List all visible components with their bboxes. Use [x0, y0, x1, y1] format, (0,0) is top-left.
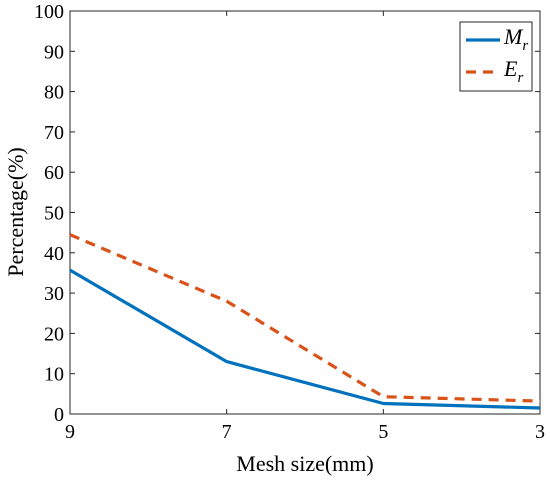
legend: Mr Er	[459, 21, 533, 92]
y-tick-label: 20	[44, 323, 64, 345]
y-axis: 0 10 20 30 40 50 60 70 80 90 100	[34, 1, 540, 426]
y-tick-label: 60	[44, 162, 64, 184]
y-tick-label: 10	[44, 364, 64, 386]
y-tick-label: 70	[44, 122, 64, 144]
y-tick-label: 100	[34, 1, 64, 23]
legend-label-mr: Mr	[503, 24, 528, 54]
series-line-er	[69, 233, 541, 403]
y-tick-label: 40	[44, 243, 64, 265]
y-tick-label: 30	[44, 283, 64, 305]
y-axis-title: Percentage(%)	[3, 147, 28, 276]
x-tick-label: 5	[378, 421, 388, 443]
x-axis-title: Mesh size(mm)	[236, 451, 373, 476]
y-tick-label: 0	[54, 404, 64, 426]
legend-label-er: Er	[503, 56, 523, 86]
x-axis: 9 7 5 3	[65, 11, 545, 443]
legend-box	[459, 21, 533, 92]
x-tick-label: 7	[222, 421, 232, 443]
y-tick-label: 50	[44, 203, 64, 225]
y-tick-label: 90	[44, 41, 64, 63]
series-line-mr	[69, 268, 541, 410]
x-tick-label: 3	[535, 421, 545, 443]
x-tick-label: 9	[65, 421, 75, 443]
series-layer	[69, 233, 541, 410]
y-tick-label: 80	[44, 82, 64, 104]
